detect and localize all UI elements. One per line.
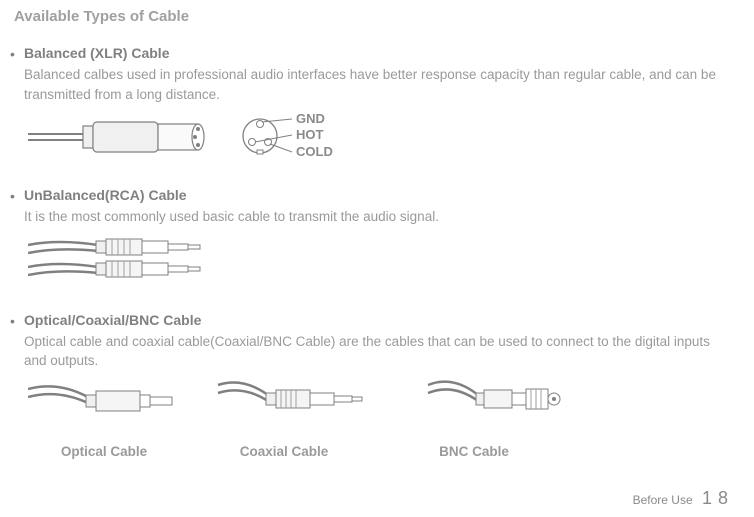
caption-coaxial: Coaxial Cable [184, 444, 384, 459]
footer-label: Before Use [633, 493, 693, 507]
caption-optical: Optical Cable [24, 444, 184, 459]
xlr-pin-gnd: GND [296, 111, 325, 126]
item-xlr-desc: Balanced calbes used in professional aud… [24, 65, 730, 104]
item-xlr: Balanced (XLR) Cable Balanced calbes use… [14, 45, 730, 169]
digital-illustration [28, 375, 730, 440]
item-digital: Optical/Coaxial/BNC Cable Optical cable … [14, 312, 730, 459]
caption-bnc: BNC Cable [384, 444, 564, 459]
digital-captions: Optical Cable Coaxial Cable BNC Cable [24, 444, 730, 459]
xlr-pin-hot: HOT [296, 127, 324, 142]
item-digital-title: Optical/Coaxial/BNC Cable [24, 312, 730, 328]
item-rca: UnBalanced(RCA) Cable It is the most com… [14, 187, 730, 294]
page-title: Available Types of Cable [14, 8, 730, 25]
rca-illustration [28, 231, 730, 294]
item-rca-title: UnBalanced(RCA) Cable [24, 187, 730, 203]
page-number: 18 [702, 488, 734, 508]
item-rca-desc: It is the most commonly used basic cable… [24, 207, 730, 227]
xlr-illustration: GND HOT COLD [28, 108, 730, 169]
item-xlr-title: Balanced (XLR) Cable [24, 45, 730, 61]
xlr-pin-cold: COLD [296, 144, 333, 159]
page-footer: Before Use 18 [633, 488, 734, 509]
item-digital-desc: Optical cable and coaxial cable(Coaxial/… [24, 332, 730, 371]
